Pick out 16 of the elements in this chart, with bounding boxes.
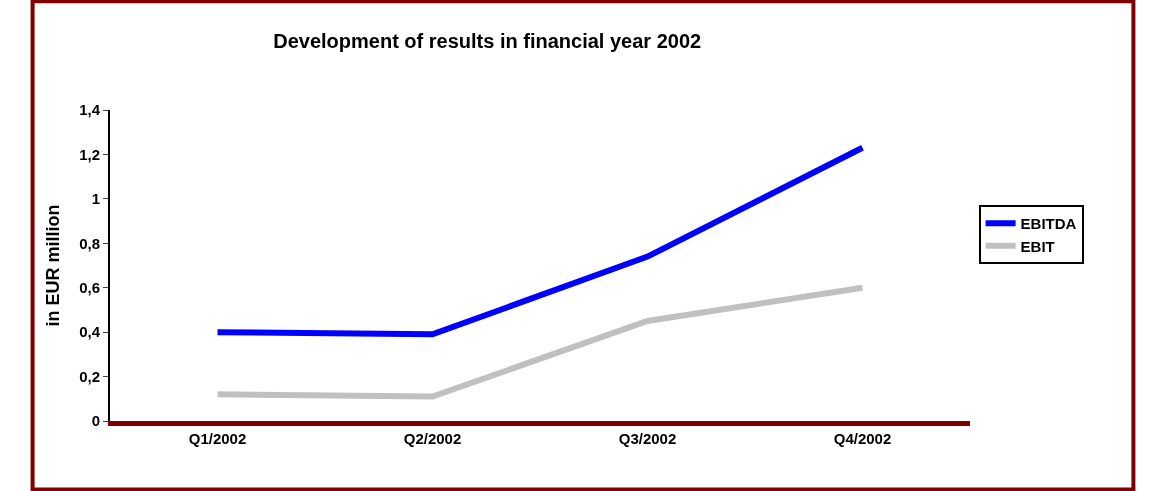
x-tick-label: Q1/2002 <box>188 430 247 447</box>
chart-title: Development of results in financial year 2002 <box>273 30 702 53</box>
x-tick-label: Q2/2002 <box>403 430 462 447</box>
y-tick-label: 1,2 <box>79 145 100 163</box>
x-tick-label: Q4/2002 <box>833 430 892 447</box>
y-tick-label: 0,6 <box>79 278 100 296</box>
y-tick-label: 0 <box>91 412 100 430</box>
y-axis-title: in EUR million <box>42 204 63 327</box>
y-tick-label: 0,8 <box>79 234 100 252</box>
y-tick-label: 1 <box>91 190 100 208</box>
y-tick-label: 1,4 <box>79 101 101 119</box>
legend-label: EBITDA <box>1020 215 1077 232</box>
x-tick-label: Q3/2002 <box>618 430 677 447</box>
legend-label: EBIT <box>1020 237 1055 255</box>
y-tick-label: 0,2 <box>79 367 100 385</box>
y-tick-label: 0,4 <box>79 323 101 341</box>
